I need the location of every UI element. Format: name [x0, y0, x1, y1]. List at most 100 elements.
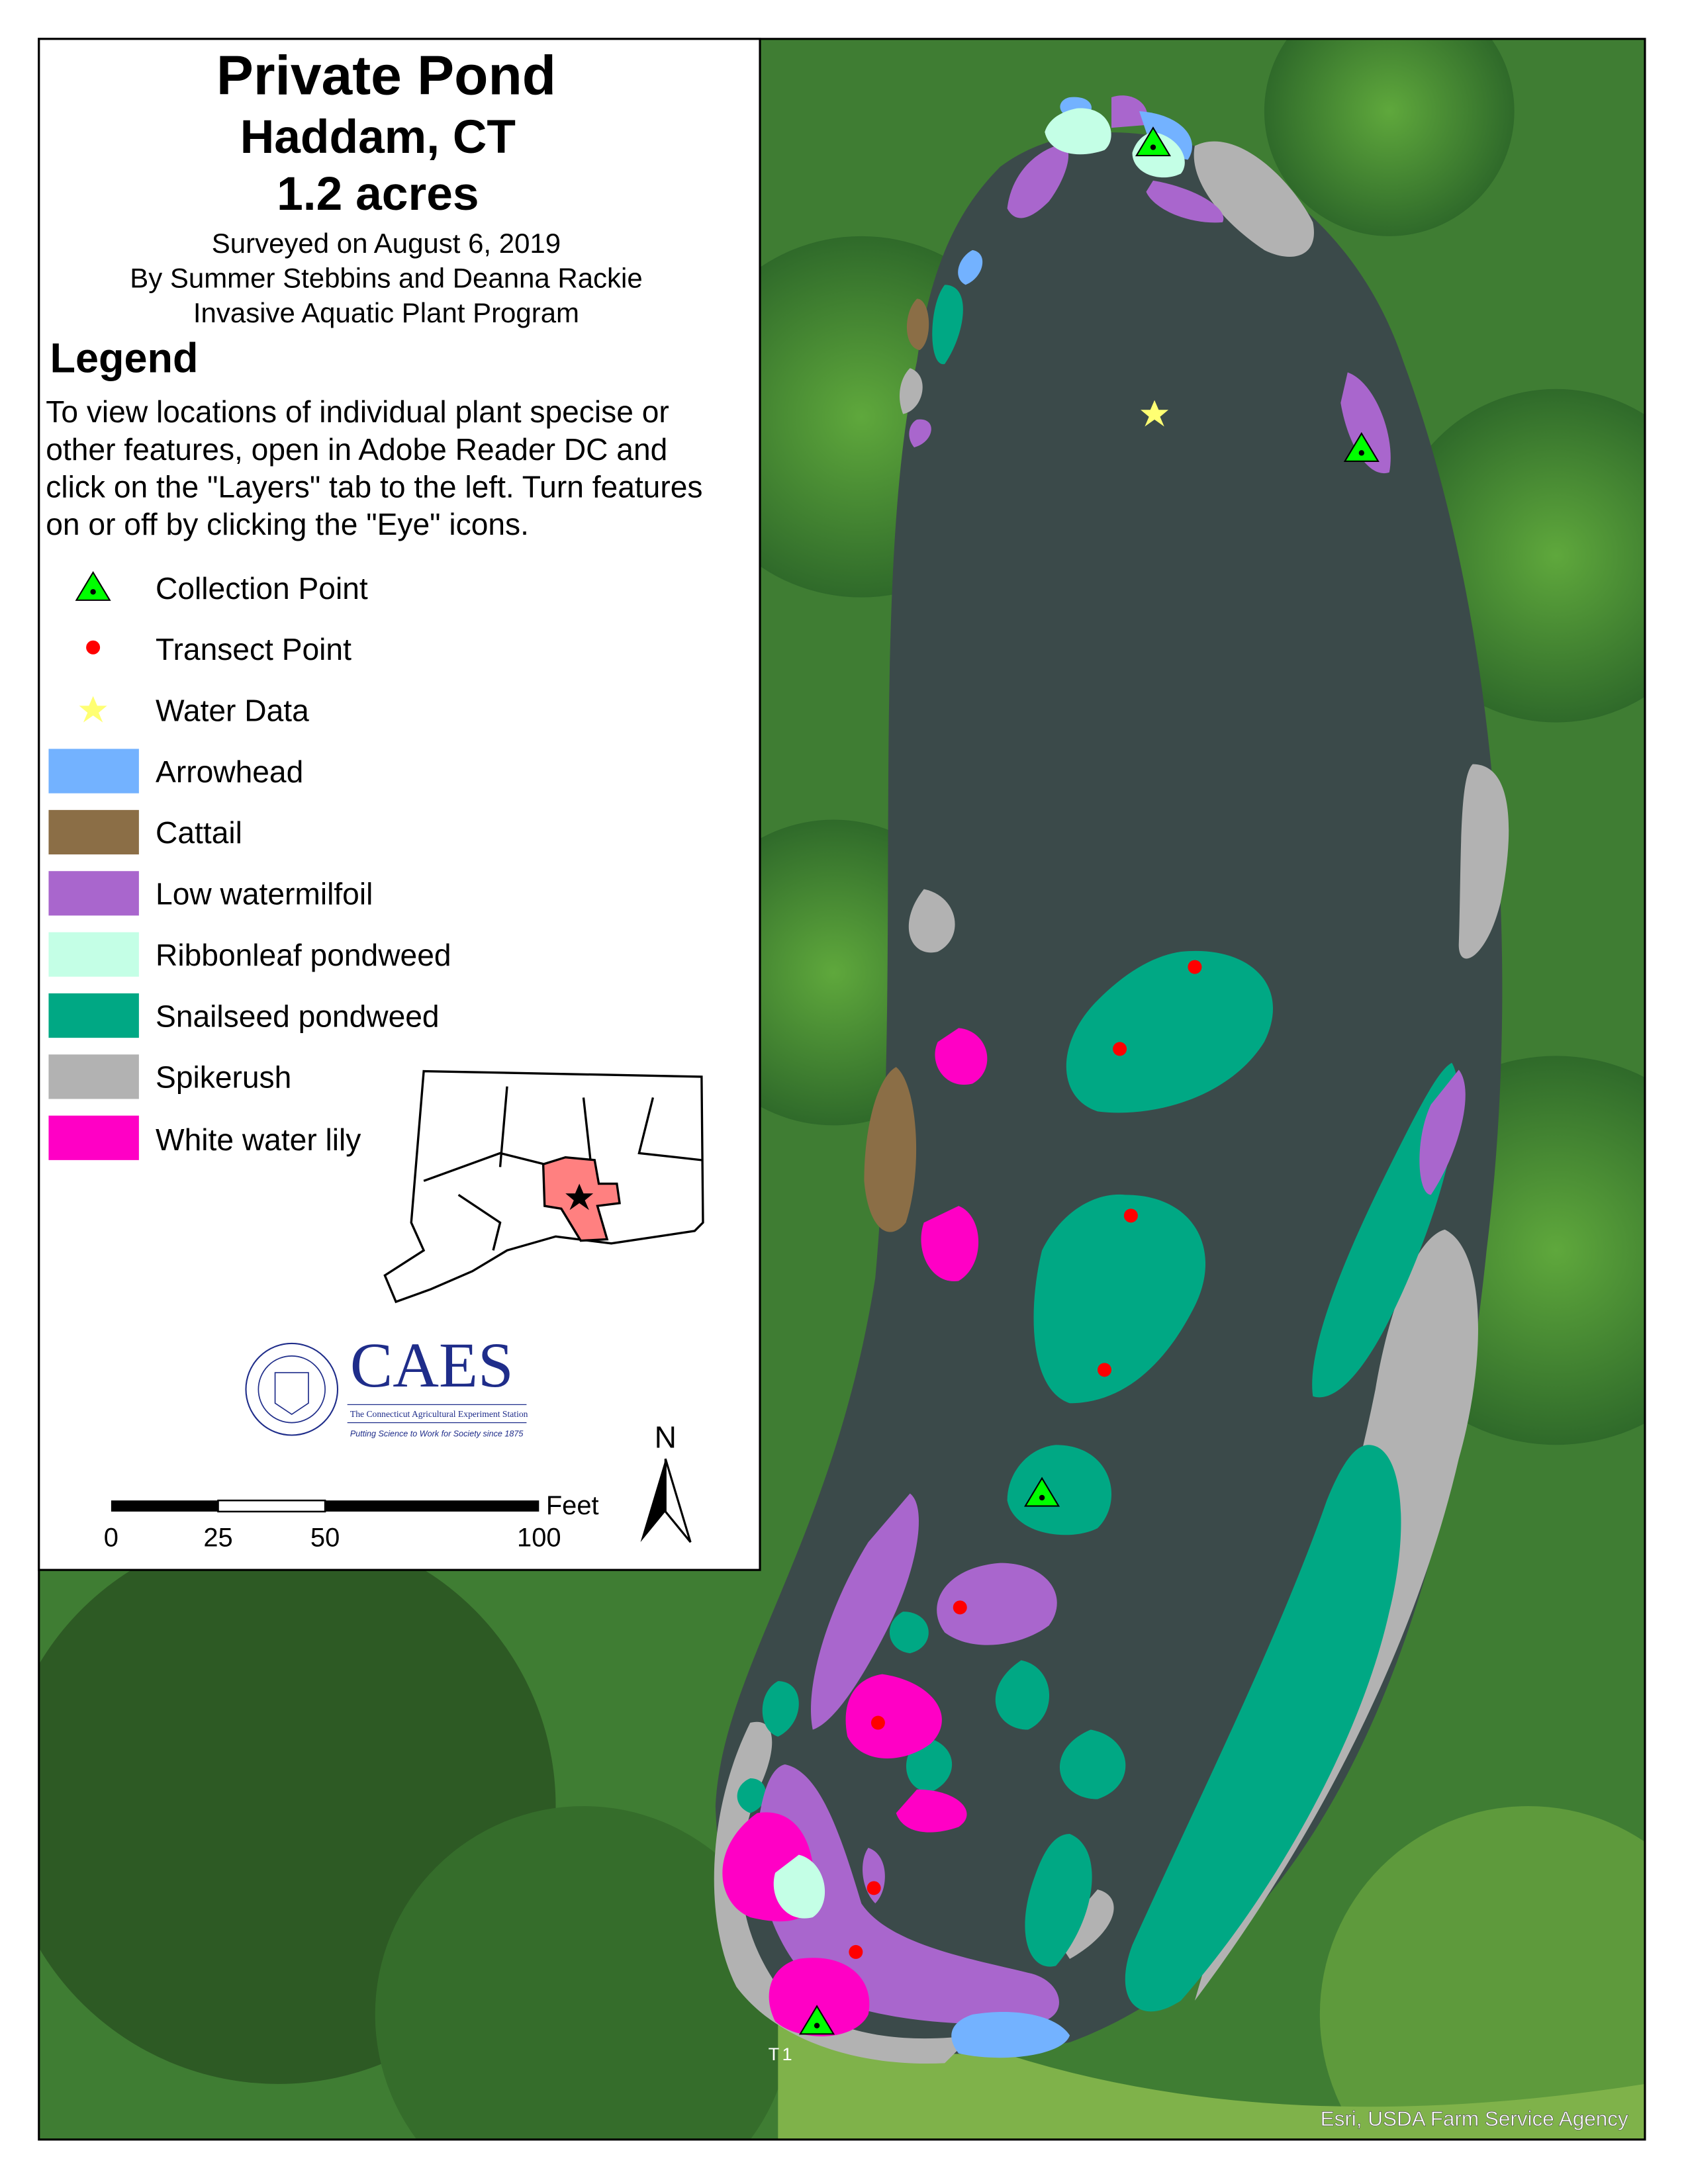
legend-instructions: other features, open in Adobe Reader DC … [46, 432, 667, 467]
scale-tick: 25 [203, 1523, 232, 1552]
legend-label: Cattail [156, 815, 242, 850]
watermilfoil-polygon [909, 419, 931, 447]
collection-point-icon[interactable] [1343, 432, 1380, 462]
map-credit: Esri, USDA Farm Service Agency [1321, 2107, 1628, 2130]
star-icon [565, 1183, 594, 1210]
cattail-swatch [48, 809, 139, 855]
ribbonleaf-polygon [773, 1854, 825, 1919]
watermilfoil-polygon [1340, 372, 1391, 474]
watermilfoil-polygon [1419, 1069, 1466, 1195]
snailseed-polygon [1025, 1833, 1092, 1967]
snailseed-swatch [48, 993, 139, 1038]
caes-logo: CAES The Connecticut Agricultural Experi… [245, 1330, 528, 1439]
watermilfoil-polygon [1111, 95, 1148, 128]
legend-label: Water Data [156, 693, 309, 727]
watermilfoil-polygon [1007, 145, 1069, 218]
survey-date: Surveyed on August 6, 2019 [212, 228, 561, 259]
legend-label: Collection Point [156, 571, 368, 606]
scale-tick: 0 [104, 1523, 118, 1552]
collection-point-icon[interactable] [1024, 1477, 1060, 1507]
legend-instructions: click on the "Layers" tab to the left. T… [46, 470, 702, 504]
transect-point-icon[interactable] [1098, 1363, 1112, 1377]
logo-subtitle: The Connecticut Agricultural Experiment … [350, 1409, 528, 1419]
snailseed-polygon [889, 1612, 929, 1654]
watermilfoil-polygon [811, 1493, 919, 1730]
snailseed-polygon [1033, 1194, 1206, 1404]
map-area: 1.2 acres [277, 167, 479, 220]
legend-instructions: To view locations of individual plant sp… [46, 394, 669, 429]
collection-point-icon[interactable] [799, 2005, 835, 2035]
arrowhead-polygon [951, 2011, 1070, 2058]
waterlily-polygon [935, 1028, 988, 1085]
legend-label: Transect Point [156, 632, 352, 666]
snailseed-polygon [737, 1778, 766, 1813]
transect-label: T1 [769, 2044, 795, 2064]
cattail-polygon [864, 1067, 917, 1232]
snailseed-polygon [1066, 950, 1274, 1113]
spikerush-polygon [1458, 764, 1509, 959]
legend-heading: Legend [50, 336, 199, 382]
north-arrow-icon: N [640, 1420, 692, 1543]
arrowhead-polygon [958, 250, 983, 285]
snailseed-polygon [932, 285, 963, 365]
map-location: Haddam, CT [240, 111, 516, 163]
transect-point-icon[interactable] [953, 1600, 967, 1615]
waterlily-polygon [845, 1674, 942, 1758]
legend-label: Ribbonleaf pondweed [156, 938, 451, 972]
legend-label: Low watermilfoil [156, 877, 373, 911]
spikerush-swatch [48, 1054, 139, 1099]
snailseed-polygon [995, 1660, 1050, 1730]
snailseed-polygon [1007, 1445, 1112, 1535]
snailseed-polygon [1125, 1445, 1401, 2012]
waterlily-polygon [896, 1789, 967, 1833]
transect-point-icon[interactable] [849, 1944, 863, 1959]
legend-label: Arrowhead [156, 754, 303, 789]
legend-label: White water lily [156, 1122, 361, 1157]
transect-point-icon[interactable] [867, 1881, 881, 1895]
watermilfoil-polygon [757, 1764, 1059, 2025]
legend-label: Spikerush [156, 1060, 291, 1095]
watermilfoil-swatch [48, 871, 139, 916]
legend-instructions: on or off by clicking the "Eye" icons. [46, 507, 529, 541]
ct-locator-map [383, 1069, 704, 1304]
spikerush-polygon [714, 1721, 973, 2064]
ribbonleaf-polygon [1045, 108, 1111, 155]
snailseed-polygon [1059, 1729, 1126, 1799]
triangle-icon [75, 570, 111, 601]
legend-label: Snailseed pondweed [156, 999, 440, 1033]
watermilfoil-polygon [937, 1563, 1057, 1645]
transect-point-icon[interactable] [1123, 1208, 1138, 1223]
transect-point-icon[interactable] [870, 1715, 885, 1730]
watermilfoil-polygon [1146, 180, 1224, 223]
transect-point-icon[interactable] [1113, 1042, 1127, 1056]
transect-point-icon[interactable] [1188, 960, 1202, 974]
waterlily-polygon [769, 1958, 870, 2036]
snailseed-polygon [762, 1681, 799, 1737]
collection-point-icon[interactable] [1135, 126, 1172, 157]
spikerush-polygon [899, 368, 923, 414]
waterlily-swatch [48, 1115, 139, 1160]
scale-unit: Feet [546, 1491, 599, 1520]
cattail-polygon [906, 298, 929, 351]
waterlily-polygon [921, 1206, 979, 1282]
water-data-star-icon[interactable] [1141, 400, 1169, 427]
logo-tagline: Putting Science to Work for Society sinc… [350, 1430, 524, 1439]
program-name: Invasive Aquatic Plant Program [193, 297, 579, 328]
spikerush-polygon [1194, 141, 1314, 257]
seal-icon [245, 1342, 339, 1436]
dot-icon [86, 640, 101, 655]
map-title: Private Pond [216, 44, 556, 107]
logo-wordmark: CAES [350, 1330, 514, 1400]
star-icon [79, 696, 107, 723]
scale-bar: Feet 0 25 50 100 [104, 1491, 599, 1552]
ribbonleaf-swatch [48, 932, 139, 977]
arrowhead-swatch [48, 749, 139, 794]
spikerush-polygon [908, 889, 955, 953]
scale-tick: 100 [517, 1523, 561, 1552]
legend-panel: Private Pond Haddam, CT 1.2 acres Survey… [38, 38, 761, 1571]
point-features: T1 [769, 126, 1380, 2064]
plant-polygons [714, 95, 1509, 2064]
scale-tick: 50 [310, 1523, 340, 1552]
surveyors: By Summer Stebbins and Deanna Rackie [130, 263, 642, 294]
